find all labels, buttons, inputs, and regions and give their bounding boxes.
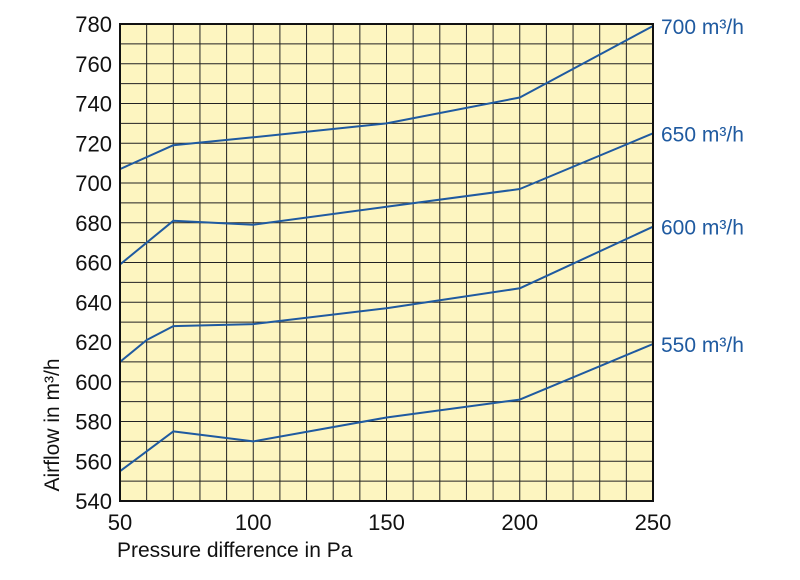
y-tick-label: 720 xyxy=(75,131,112,156)
y-tick-label: 660 xyxy=(75,251,112,276)
x-tick-label: 250 xyxy=(635,510,672,535)
y-tick-label: 760 xyxy=(75,52,112,77)
y-tick-label: 780 xyxy=(75,12,112,37)
x-tick-label: 50 xyxy=(108,510,132,535)
series-label-0: 550 m³/h xyxy=(661,334,744,357)
y-tick-label: 600 xyxy=(75,370,112,395)
series-label-1: 600 m³/h xyxy=(661,217,744,240)
y-tick-label: 620 xyxy=(75,330,112,355)
series-line-1 xyxy=(119,225,654,363)
series-label-2: 650 m³/h xyxy=(661,123,744,146)
series-line-3 xyxy=(119,25,654,171)
x-tick-label: 150 xyxy=(368,510,405,535)
plot-frame xyxy=(119,23,654,502)
series-lines xyxy=(119,25,654,473)
y-tick-label: 680 xyxy=(75,211,112,236)
y-tick-label: 560 xyxy=(75,449,112,474)
y-axis-title: Airflow in m³/h xyxy=(41,358,64,491)
x-axis-title: Pressure difference in Pa xyxy=(117,539,353,562)
series-line-0 xyxy=(119,343,654,473)
x-tick-label: 200 xyxy=(501,510,538,535)
y-tick-labels: 540 560 580 600 620 640 660 680 700 720 740 760 780 xyxy=(75,12,112,514)
y-tick-label: 640 xyxy=(75,290,112,315)
y-tick-label: 740 xyxy=(75,92,112,117)
x-tick-labels: 50 100 150 200 250 xyxy=(108,510,672,535)
x-tick-label: 100 xyxy=(235,510,272,535)
series-label-3: 700 m³/h xyxy=(661,16,744,39)
series-line-2 xyxy=(119,132,654,266)
y-tick-label: 540 xyxy=(75,489,112,514)
series-labels: 550 m³/h 600 m³/h 650 m³/h 700 m³/h xyxy=(661,16,744,357)
y-tick-label: 700 xyxy=(75,171,112,196)
y-tick-label: 580 xyxy=(75,410,112,435)
grid xyxy=(120,24,653,501)
